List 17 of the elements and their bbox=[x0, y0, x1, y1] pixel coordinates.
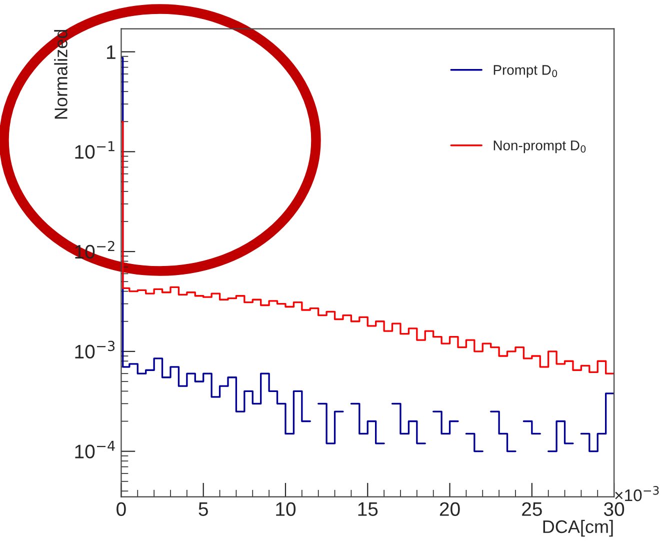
y-tick-label: 10$^{−4}$ bbox=[75, 440, 115, 458]
legend-label: Non-prompt D$_{0}$ bbox=[494, 140, 586, 154]
x-tick-label: 25 bbox=[522, 502, 542, 516]
x-tick-label: 0 bbox=[116, 502, 126, 516]
y-tick-label: 10$^{−2}$ bbox=[75, 240, 114, 259]
x-tick-label: 5 bbox=[198, 502, 208, 516]
legend-label: Prompt D$_{0}$ bbox=[494, 65, 558, 78]
y-tick-label: 10$^{−1}$ bbox=[75, 141, 114, 159]
x-tick-label: 10 bbox=[276, 502, 296, 516]
text: ×10$^{−3}$ bbox=[615, 486, 659, 502]
y-axis-title: Normalized bbox=[54, 30, 68, 119]
x-tick-label: 15 bbox=[358, 502, 378, 516]
y-tick-label: 10$^{−3}$ bbox=[75, 340, 115, 359]
y-tick-label: 1 bbox=[107, 45, 116, 59]
x-tick-label: 30 bbox=[604, 502, 624, 516]
x-axis-title: DCA[cm] bbox=[543, 520, 613, 537]
x-tick-label: 20 bbox=[440, 502, 460, 516]
